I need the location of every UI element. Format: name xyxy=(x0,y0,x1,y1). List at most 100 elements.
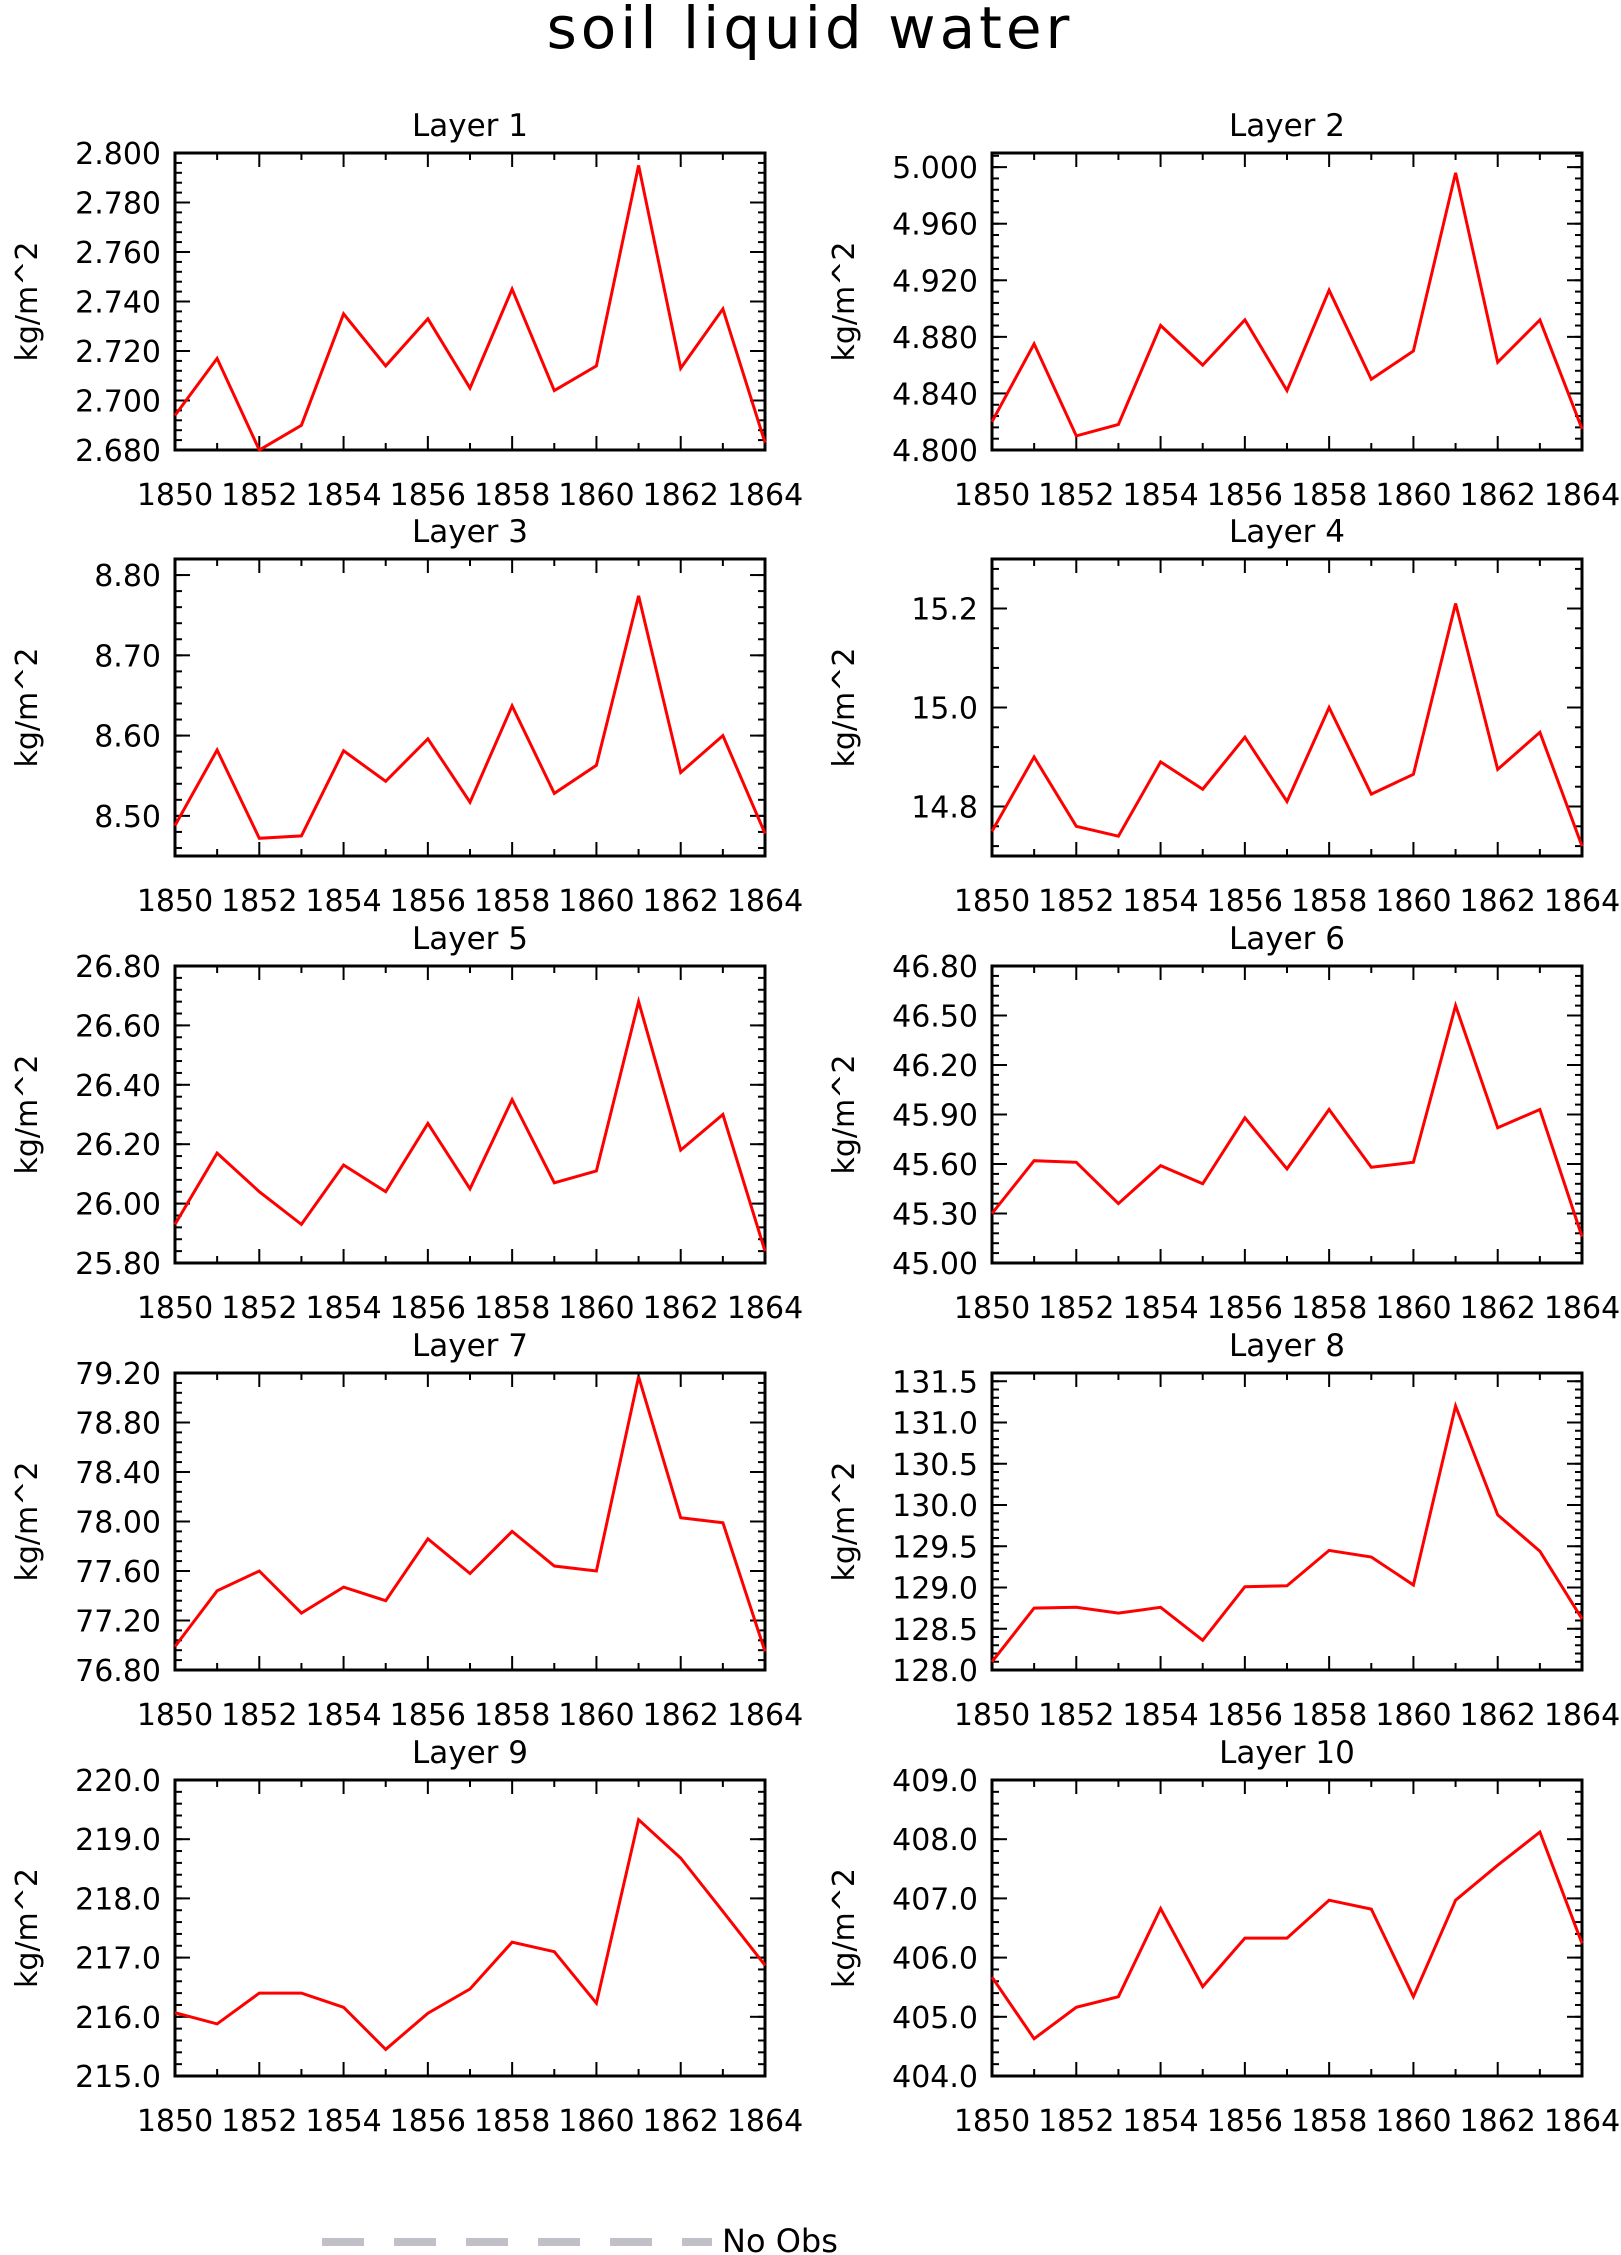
y-tick-label: 8.70 xyxy=(94,639,161,674)
y-tick-label: 404.0 xyxy=(892,2060,978,2095)
x-tick-label: 1852 xyxy=(1038,884,1114,919)
x-tick-label: 1856 xyxy=(390,2104,466,2139)
y-tick-label: 408.0 xyxy=(892,1823,978,1858)
panel-9: Layer 9 kg/m^2 1850 1852 1854 1856 1858 1860 186… xyxy=(10,1735,803,2139)
series-line xyxy=(173,1376,767,1652)
x-tick-label: 1854 xyxy=(305,1698,381,1733)
x-tick-label: 1850 xyxy=(954,1698,1030,1733)
y-tick-label: 130.0 xyxy=(892,1489,978,1524)
panel-5: Layer 5 kg/m^2 1850 1852 1854 1856 1858 1860 186… xyxy=(10,921,803,1326)
panel-title: Layer 2 xyxy=(1229,108,1345,144)
x-tick-label: 1854 xyxy=(305,884,381,919)
x-tick-label: 1864 xyxy=(1544,478,1620,513)
series-line xyxy=(174,1816,767,2052)
y-tick-label: 2.760 xyxy=(75,236,161,271)
y-tick-label: 2.680 xyxy=(75,434,161,469)
plot-frame xyxy=(173,151,767,452)
x-tick-label: 1858 xyxy=(1291,1698,1367,1733)
y-tick-label: 215.0 xyxy=(75,2060,161,2095)
x-tick-label: 1856 xyxy=(390,884,466,919)
y-tick-label: 4.880 xyxy=(892,321,978,356)
x-tick-label: 1854 xyxy=(1122,1698,1198,1733)
y-tick-label: 8.50 xyxy=(94,800,161,835)
x-tick-label: 1856 xyxy=(1207,1291,1283,1326)
x-tick-label: 1852 xyxy=(1038,2104,1114,2139)
y-tick-label: 77.60 xyxy=(75,1555,161,1590)
y-tick-label: 4.800 xyxy=(892,434,978,469)
y-tick-label: 45.60 xyxy=(892,1148,978,1183)
x-tick-label: 1864 xyxy=(1544,1291,1620,1326)
x-tick-label: 1850 xyxy=(137,1698,213,1733)
x-tick-label: 1854 xyxy=(305,2104,381,2139)
x-tick-label: 1852 xyxy=(1038,1698,1114,1733)
panel-title: Layer 8 xyxy=(1229,1328,1345,1364)
x-tick-label: 1862 xyxy=(1460,1291,1536,1326)
x-tick-label: 1852 xyxy=(221,478,297,513)
series-line xyxy=(990,1000,1584,1238)
x-tick-label: 1850 xyxy=(954,884,1030,919)
y-tick-label: 128.0 xyxy=(892,1654,978,1689)
x-tick-label: 1864 xyxy=(727,1698,803,1733)
x-tick-label: 1860 xyxy=(1375,478,1451,513)
y-tick-label: 8.80 xyxy=(94,559,161,594)
y-tick-label: 409.0 xyxy=(892,1764,978,1799)
y-tick-label: 218.0 xyxy=(75,1882,161,1917)
x-tick-label: 1860 xyxy=(558,1698,634,1733)
x-tick-label: 1852 xyxy=(1038,478,1114,513)
y-tick-label: 26.60 xyxy=(75,1009,161,1044)
y-tick-label: 26.40 xyxy=(75,1069,161,1104)
panel-7: Layer 7 kg/m^2 1850 1852 1854 1856 1858 1860 186… xyxy=(10,1328,803,1733)
y-tick-label: 129.0 xyxy=(892,1572,978,1607)
panel-3: Layer 3 kg/m^2 1850 1852 1854 1856 1858 1860 186… xyxy=(10,514,803,919)
x-tick-label: 1850 xyxy=(954,2104,1030,2139)
x-tick-label: 1860 xyxy=(558,2104,634,2139)
y-tick-label: 5.000 xyxy=(892,151,978,186)
x-tick-label: 1864 xyxy=(727,2104,803,2139)
x-tick-label: 1856 xyxy=(1207,478,1283,513)
x-tick-label: 1864 xyxy=(727,1291,803,1326)
x-tick-label: 1858 xyxy=(474,478,550,513)
y-tick-label: 46.80 xyxy=(892,950,978,985)
panel-title: Layer 3 xyxy=(412,514,528,550)
x-tick-label: 1860 xyxy=(558,478,634,513)
panel-8: Layer 8 kg/m^2 1850 1852 1854 1856 1858 1860 186… xyxy=(827,1328,1620,1733)
x-tick-label: 1864 xyxy=(1544,1698,1620,1733)
y-axis-label: kg/m^2 xyxy=(10,648,45,768)
y-tick-label: 217.0 xyxy=(75,1942,161,1977)
plot-frame xyxy=(173,1371,767,1672)
x-tick-label: 1858 xyxy=(474,2104,550,2139)
y-axis-label: kg/m^2 xyxy=(10,1462,45,1582)
x-tick-label: 1862 xyxy=(1460,2104,1536,2139)
x-tick-label: 1862 xyxy=(643,1698,719,1733)
x-tick-label: 1854 xyxy=(1122,2104,1198,2139)
series-line xyxy=(173,995,767,1252)
panel-10: Layer 10 kg/m^2 1850 1852 1854 1856 1858 1860 18… xyxy=(827,1735,1620,2139)
y-tick-label: 128.5 xyxy=(892,1613,978,1648)
legend: No Obs xyxy=(322,2222,838,2255)
x-tick-label: 1858 xyxy=(1291,1291,1367,1326)
x-tick-label: 1856 xyxy=(390,478,466,513)
panel-title: Layer 10 xyxy=(1219,1735,1355,1771)
x-tick-label: 1852 xyxy=(221,2104,297,2139)
x-tick-label: 1856 xyxy=(1207,884,1283,919)
x-tick-label: 1862 xyxy=(1460,1698,1536,1733)
x-tick-label: 1856 xyxy=(1207,1698,1283,1733)
y-tick-label: 78.40 xyxy=(75,1456,161,1491)
x-tick-label: 1852 xyxy=(221,1291,297,1326)
x-tick-label: 1862 xyxy=(1460,478,1536,513)
y-tick-label: 76.80 xyxy=(75,1654,161,1689)
y-tick-label: 77.20 xyxy=(75,1605,161,1640)
x-tick-label: 1862 xyxy=(1460,884,1536,919)
x-tick-label: 1852 xyxy=(221,1698,297,1733)
x-tick-label: 1850 xyxy=(954,1291,1030,1326)
y-tick-label: 14.8 xyxy=(911,791,978,826)
x-tick-label: 1862 xyxy=(643,1291,719,1326)
plot-frame xyxy=(990,151,1584,452)
x-tick-label: 1860 xyxy=(558,884,634,919)
y-tick-label: 2.700 xyxy=(75,385,161,420)
y-axis-label: kg/m^2 xyxy=(827,648,862,768)
x-tick-label: 1856 xyxy=(390,1698,466,1733)
x-tick-label: 1862 xyxy=(643,884,719,919)
y-tick-label: 129.5 xyxy=(892,1530,978,1565)
plot-frame xyxy=(173,964,767,1265)
